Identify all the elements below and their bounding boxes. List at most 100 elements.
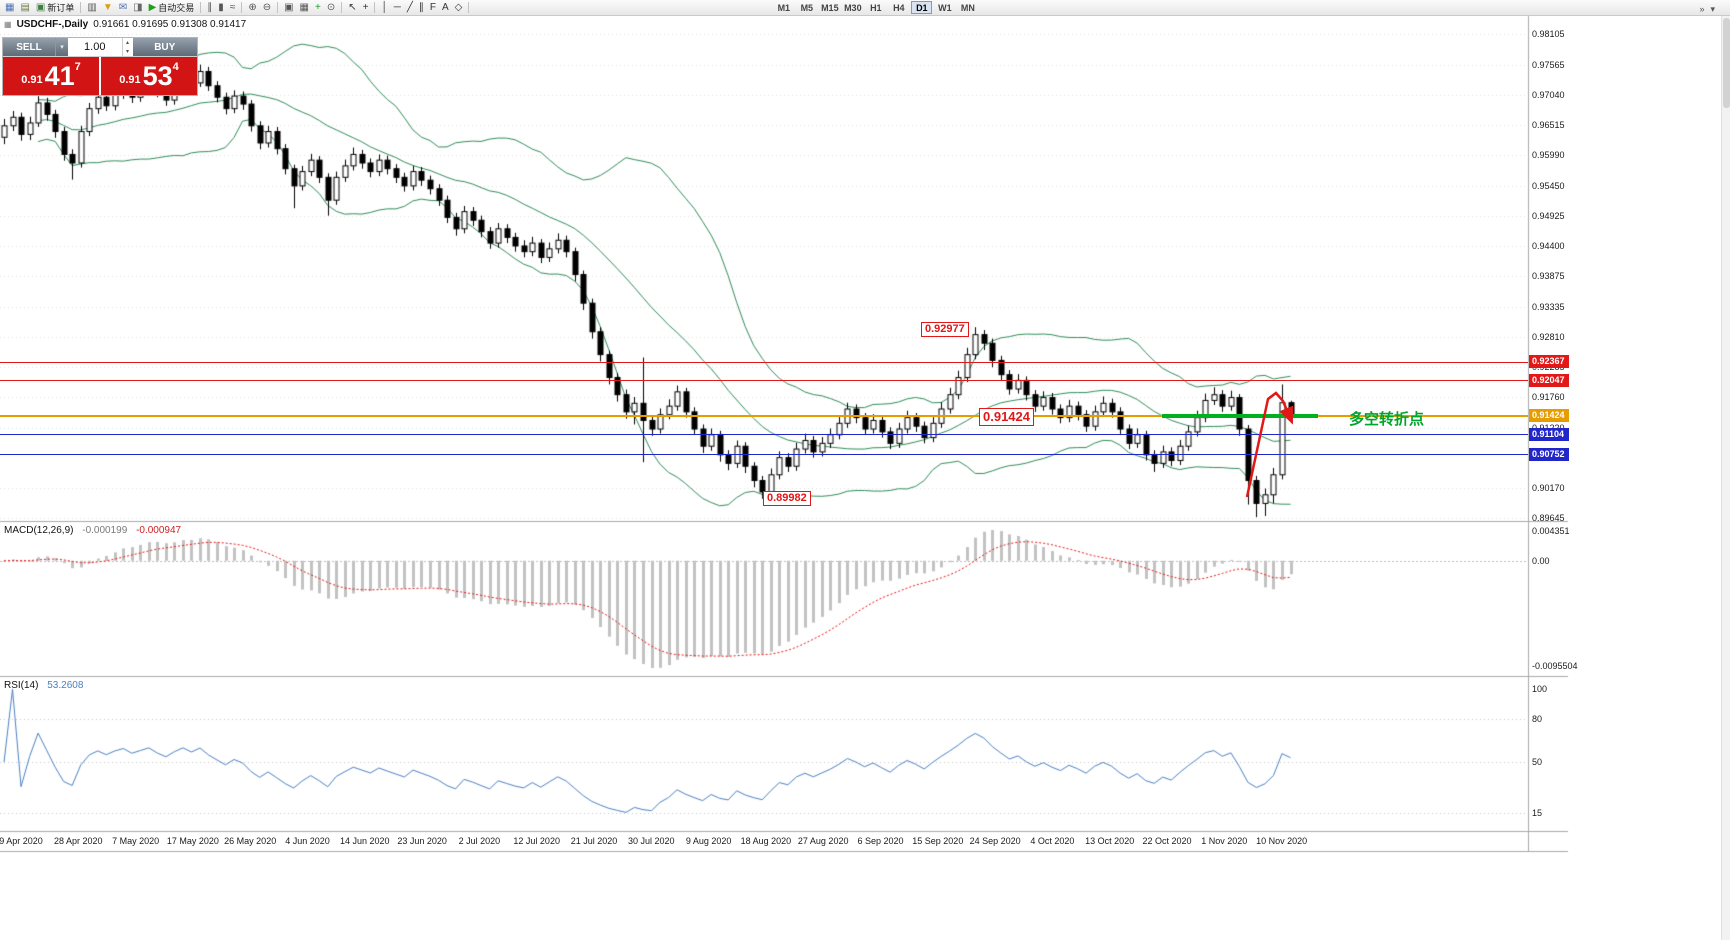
price-axis[interactable]: 0.98105 0.97565 0.97040 0.96515 0.95990 0.954… (1529, 0, 1578, 940)
indicators-icon[interactable]: + (313, 1, 323, 15)
auto-arrange-icon[interactable]: ▦ (298, 1, 311, 15)
turning-point-support-line[interactable] (1162, 414, 1318, 419)
trade-prices-row: 0.91 41 7 0.91 53 4 (3, 57, 197, 95)
rsi-value: 53.2608 (47, 680, 84, 691)
new-order-button[interactable]: ▣ 新订单 (34, 1, 76, 15)
timeframe-toolbar: M1 M5 M15 M30 H1 H4 D1 W1 MN (772, 1, 979, 14)
new-order-button-glyph: ▣ (35, 1, 46, 13)
price-line-0.91424[interactable] (0, 415, 1528, 418)
price-line-0.91104[interactable] (0, 434, 1528, 436)
market-watch-icon[interactable]: ▥ (85, 1, 98, 15)
price-annotation-0.91424[interactable]: 0.91424 (979, 408, 1034, 426)
date-label: 17 May 2020 (166, 836, 219, 846)
price-axis-label: 0.93335 (1532, 301, 1565, 312)
date-label: 13 Oct 2020 (1085, 836, 1135, 846)
vertical-line-icon[interactable]: │ (379, 1, 389, 15)
price-axis-label: 0.94925 (1532, 210, 1565, 221)
macd-value-signal: -0.000947 (136, 525, 182, 536)
price-line-0.92047[interactable] (0, 380, 1528, 382)
vertical-scrollbar[interactable] (1721, 0, 1730, 940)
profiles-icon[interactable]: ▤ (18, 1, 31, 15)
sell-button[interactable]: SELL (3, 38, 55, 56)
price-annotation-0.92977[interactable]: 0.92977 (921, 322, 969, 337)
timeframe-button-h1[interactable]: H1 (870, 3, 882, 13)
toolbar-expand-icon[interactable]: » (1699, 4, 1705, 14)
candles-chart-icon[interactable]: ▮ (216, 1, 226, 15)
symbol-title: USDCHF-,Daily (16, 19, 89, 30)
profiles-icon-glyph: ▤ (20, 1, 30, 13)
timeframe-button-w1[interactable]: W1 (938, 3, 952, 13)
buy-button[interactable]: BUY (132, 38, 197, 56)
toolbar-menu-icon[interactable]: ▾ (1710, 3, 1715, 14)
data-filter-icon[interactable]: ▼ (101, 1, 115, 15)
date-label: 6 Sep 2020 (857, 836, 904, 846)
timeframe-button-h4[interactable]: H4 (893, 3, 905, 13)
zoom-in-icon[interactable]: ⊕ (246, 1, 258, 15)
text-icon[interactable]: A (440, 1, 451, 15)
horizontal-line-icon[interactable]: ─ (392, 1, 403, 15)
price-axis-label: 0.94400 (1532, 240, 1565, 251)
date-label: 4 Jun 2020 (285, 836, 330, 846)
fibonacci-icon[interactable]: F (428, 1, 438, 15)
date-label: 4 Oct 2020 (1030, 836, 1075, 846)
date-label: 18 Aug 2020 (740, 836, 792, 846)
macd-axis-label: 0.00 (1532, 555, 1550, 566)
macd-name: MACD(12,26,9) (4, 525, 74, 536)
channel-icon[interactable]: ∥ (417, 1, 426, 15)
timeframe-button-m15[interactable]: M15 (821, 3, 839, 13)
sell-price-prefix: 0.91 (21, 74, 43, 86)
toolbar-overflow[interactable]: » ▾ (1696, 2, 1718, 16)
price-line-0.92367[interactable] (0, 361, 1528, 363)
sell-price-display[interactable]: 0.91 41 7 (3, 57, 99, 95)
date-label: 28 Apr 2020 (54, 836, 103, 846)
tile-windows-icon[interactable]: ▣ (282, 1, 295, 15)
price-axis-label: 0.91760 (1532, 391, 1565, 402)
auto-arrange-icon-glyph: ▦ (299, 1, 309, 13)
date-label: 7 May 2020 (112, 836, 160, 846)
macd-axis-label: 0.004351 (1532, 526, 1570, 536)
cursor-icon-glyph: ↖ (348, 1, 357, 13)
date-label: 9 Apr 2020 (0, 836, 43, 846)
price-tag-0.91104: 0.91104 (1529, 427, 1569, 441)
time-axis[interactable]: 9 Apr 2020 28 Apr 2020 7 May 2020 17 May 20… (0, 832, 1528, 851)
mailbox-icon[interactable]: ✉ (117, 1, 129, 15)
timeframe-button-mn[interactable]: MN (960, 3, 975, 13)
terminal-icon-glyph: ◨ (133, 1, 143, 13)
volume-up-icon[interactable]: ▴ (125, 40, 129, 46)
timeframe-button-m1[interactable]: M1 (777, 3, 791, 13)
timeframe-button-d1[interactable]: D1 (911, 1, 933, 14)
rsi-axis-label: 80 (1532, 713, 1543, 724)
timeframe-button-m30[interactable]: M30 (844, 3, 862, 13)
line-chart-icon-glyph: ≈ (229, 1, 236, 13)
autotrading-button[interactable]: ▶ 自动交易 (147, 1, 197, 15)
terminal-icon[interactable]: ◨ (131, 1, 144, 15)
price-axis-label: 0.97040 (1532, 89, 1565, 100)
buy-price-display[interactable]: 0.91 53 4 (101, 57, 197, 95)
crosshair-icon[interactable]: + (361, 1, 371, 15)
toolbar-separator (468, 2, 470, 13)
price-annotation-0.89982[interactable]: 0.89982 (763, 491, 811, 506)
line-chart-icon[interactable]: ≈ (228, 1, 238, 15)
trendline-icon[interactable]: ╱ (405, 1, 415, 15)
periods-icon[interactable]: ⊙ (325, 1, 337, 15)
text-icon-glyph: A (441, 1, 449, 13)
price-axis-label: 0.98105 (1532, 29, 1565, 39)
scrollbar-thumb[interactable] (1723, 18, 1730, 108)
arrows-icon[interactable]: ◇ (453, 1, 465, 15)
zoom-out-icon[interactable]: ⊖ (261, 1, 273, 15)
volume-down-icon[interactable]: ▾ (125, 49, 129, 55)
price-line-0.90752[interactable] (0, 454, 1528, 456)
price-tag-0.92047: 0.92047 (1529, 373, 1569, 387)
price-axis-label: 0.97565 (1532, 59, 1565, 70)
cursor-icon[interactable]: ↖ (346, 1, 358, 15)
toolbar-separator (241, 2, 243, 13)
order-type-dropdown-icon[interactable]: ▾ (55, 38, 68, 56)
channel-icon-glyph: ∥ (418, 1, 424, 13)
bars-chart-icon[interactable]: ∥ (205, 1, 214, 15)
new-chart-icon[interactable]: ▦ (3, 1, 16, 15)
timeframe-button-m5[interactable]: M5 (800, 3, 814, 13)
new-order-button-label: 新订单 (47, 3, 75, 13)
volume-input[interactable] (68, 38, 122, 56)
bull-bear-turning-point-note[interactable]: 多空转折点 (1349, 411, 1425, 428)
